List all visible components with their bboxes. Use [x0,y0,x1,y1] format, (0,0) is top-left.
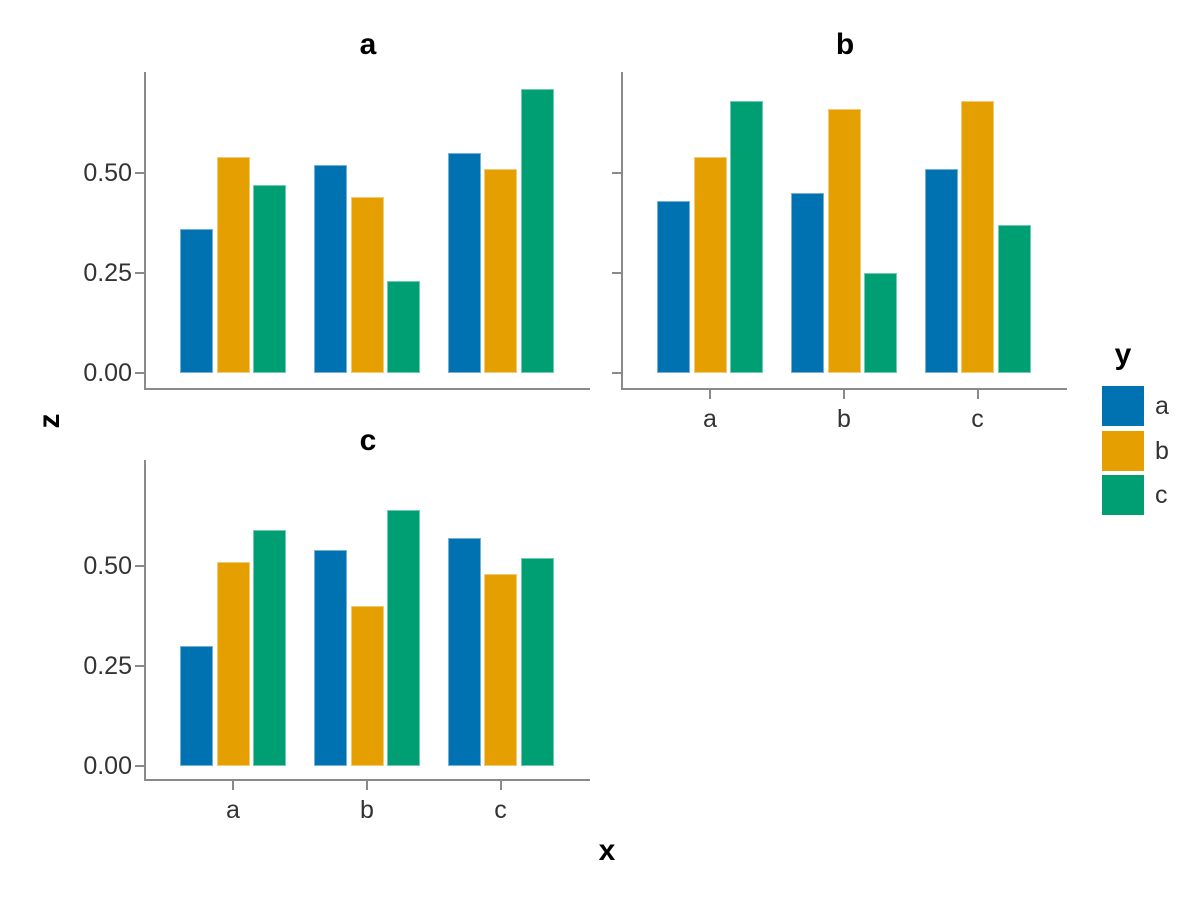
legend-item-b: b [1100,430,1200,471]
y-axis-tick-label: 0.50 [83,552,132,580]
legend-swatch-a [1102,386,1144,426]
x-axis-tick [843,390,845,399]
y-axis-tick-label: 0.25 [83,652,132,680]
bar-b-a-a [657,201,690,373]
bar-c-b-b [351,606,384,766]
bar-b-a-b [694,157,727,373]
facet-title-a: a [359,28,377,61]
y-axis-title: z [33,413,66,429]
bar-b-b-b [828,109,861,373]
bar-c-a-c [253,530,286,766]
x-axis-title: x [598,834,616,867]
x-axis-tick-label: c [971,405,984,433]
legend-label: b [1155,436,1169,465]
x-axis-tick [366,781,368,790]
facet-title-c: c [359,424,377,457]
bar-b-c-c [998,225,1031,373]
y-axis-tick-label: 0.25 [83,259,132,287]
bar-a-a-a [180,229,213,373]
legend-title: y [1114,338,1132,371]
bar-a-b-a [314,165,347,373]
bar-c-a-b [217,562,250,766]
y-axis-tick [612,272,621,274]
x-axis-spine [144,388,590,390]
x-axis-tick [232,781,234,790]
y-axis-tick [135,172,144,174]
bar-b-b-c [864,273,897,373]
y-axis-spine [144,460,146,781]
bar-c-c-b [484,574,517,766]
bar-a-b-c [387,281,420,373]
y-axis-tick-label: 0.00 [83,752,132,780]
x-axis-spine [621,388,1067,390]
bar-c-c-a [448,538,481,766]
x-axis-tick [976,390,979,399]
bar-b-c-a [925,169,958,373]
x-axis-tick-label: b [360,796,374,824]
y-axis-tick [135,372,144,374]
bar-b-b-a [791,193,824,373]
bar-c-b-c [387,510,420,766]
bar-a-a-b [217,157,250,373]
y-axis-spine [621,72,623,390]
bar-a-c-a [448,153,481,373]
facet-title-b: b [835,28,855,61]
bar-a-a-c [253,185,286,373]
legend-item-c: c [1100,475,1200,515]
legend-label: c [1155,481,1168,509]
legend-label: a [1155,392,1169,420]
x-axis-spine [144,779,590,781]
x-axis-tick [499,781,502,790]
bar-c-c-c [521,558,554,766]
y-axis-tick [135,272,144,274]
x-axis-tick [709,390,711,399]
x-axis-tick-label: c [494,796,507,824]
y-axis-tick [612,372,621,374]
bar-a-c-b [484,169,517,373]
x-axis-tick-label: a [703,405,717,433]
y-axis-tick [135,665,144,667]
bar-b-c-b [961,101,994,373]
bar-c-b-a [314,550,347,766]
x-axis-tick-label: a [226,796,240,824]
bar-a-c-c [521,89,554,373]
y-axis-tick [135,565,144,567]
y-axis-spine [144,72,146,390]
y-axis-tick [612,172,621,174]
bar-b-a-c [730,101,763,373]
y-axis-tick [135,765,144,767]
bar-c-a-a [180,646,213,766]
bar-a-b-b [351,197,384,373]
legend-swatch-b [1102,430,1144,471]
legend-item-a: a [1100,386,1200,426]
legend-swatch-c [1102,475,1144,515]
x-axis-tick-label: b [837,405,851,433]
y-axis-tick-label: 0.50 [83,159,132,187]
y-axis-tick-label: 0.00 [83,359,132,387]
